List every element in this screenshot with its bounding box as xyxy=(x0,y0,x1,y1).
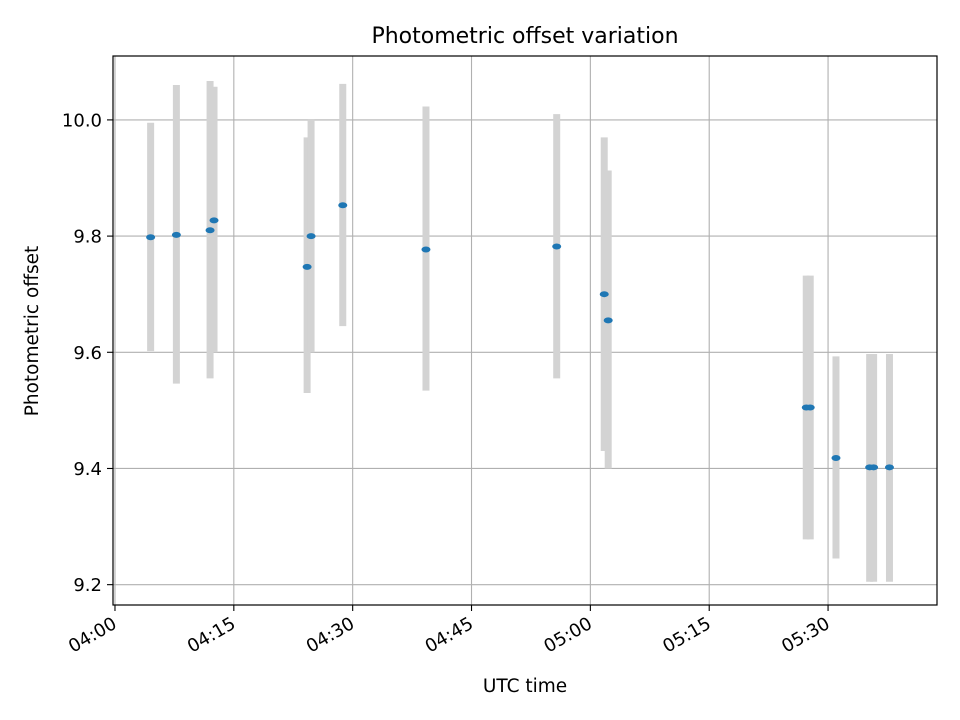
data-point xyxy=(209,217,219,224)
data-point xyxy=(421,246,431,253)
y-axis-ticks: 9.2 9.4 9.6 9.8 10.0 xyxy=(62,110,113,596)
data-points xyxy=(146,202,894,471)
data-point xyxy=(306,233,316,240)
x-axis-label: UTC time xyxy=(483,676,567,697)
y-tick-label: 9.8 xyxy=(73,227,102,248)
data-point xyxy=(302,263,312,270)
data-point xyxy=(552,243,562,250)
y-tick-label: 10.0 xyxy=(62,110,102,131)
chart-title: Photometric offset variation xyxy=(371,24,678,49)
grid-lines xyxy=(113,56,937,605)
y-tick-label: 9.6 xyxy=(73,343,102,364)
data-point xyxy=(171,231,181,238)
data-point xyxy=(599,291,609,298)
y-axis-label: Photometric offset xyxy=(22,246,43,417)
data-point xyxy=(869,464,879,471)
y-tick-label: 9.4 xyxy=(73,459,102,480)
plot-frame xyxy=(112,55,938,606)
y-tick-label: 9.2 xyxy=(73,575,102,596)
data-point xyxy=(805,404,815,411)
data-point xyxy=(338,202,348,209)
data-point xyxy=(603,317,613,324)
data-point xyxy=(146,234,156,241)
data-point xyxy=(831,455,841,462)
data-point xyxy=(884,464,894,471)
data-point xyxy=(205,227,215,234)
